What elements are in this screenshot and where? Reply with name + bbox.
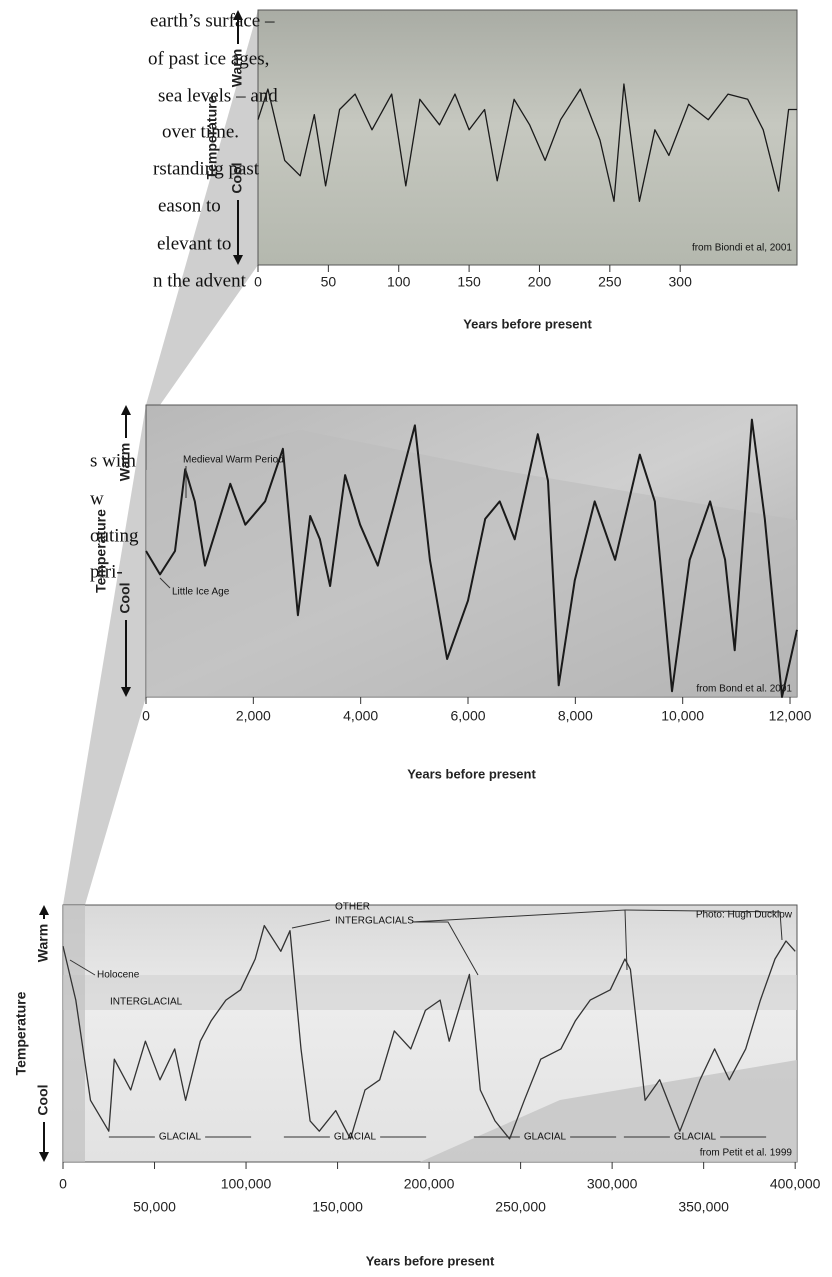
pointer-line: [291, 919, 331, 929]
credit: from Petit et al. 1999: [700, 1148, 793, 1159]
cool-arrowhead: [233, 255, 243, 265]
x-tick-label: 300: [669, 274, 693, 290]
x-tick-label: 0: [59, 1176, 67, 1192]
warm-arrowhead: [39, 905, 49, 915]
x-tick-label: 350,000: [678, 1199, 729, 1215]
body-text: outing: [90, 525, 139, 546]
x-tick-label: 200,000: [404, 1176, 455, 1192]
y-low-label: Cool: [229, 162, 245, 193]
body-text: elevant to: [157, 233, 231, 254]
body-text: over time.: [162, 121, 239, 142]
x-tick-label: 0: [254, 274, 262, 290]
x-tick-label: 100: [387, 274, 411, 290]
x-tick-label: 150: [457, 274, 481, 290]
x-axis-label: Years before present: [407, 766, 536, 781]
credit: from Biondi et al, 2001: [692, 243, 792, 254]
y-axis-label: Temperature: [204, 95, 220, 179]
y-axis-label: Temperature: [93, 509, 109, 593]
zoom-strip: [63, 905, 85, 1162]
annotation: Little Ice Age: [172, 587, 230, 598]
body-text: s with: [90, 450, 136, 471]
x-axis-label: Years before present: [463, 316, 592, 331]
annotation: INTERGLACIALS: [335, 916, 414, 927]
credit: Photo: Hugh Ducklow: [696, 910, 793, 921]
y-low-label: Cool: [35, 1084, 51, 1115]
temperature-line: [257, 83, 797, 202]
x-tick-label: 250: [598, 274, 622, 290]
y-axis-label: Temperature: [13, 991, 29, 1075]
annotation: Holocene: [97, 970, 140, 981]
pointer-line: [69, 959, 96, 976]
temperature-line: [62, 924, 796, 1140]
body-text: eason to: [158, 195, 221, 216]
temperature-line: [145, 418, 798, 698]
credit: from Bond et al. 2001: [696, 684, 792, 695]
body-text: piri-: [90, 561, 123, 582]
x-axis-label: Years before present: [366, 1253, 495, 1268]
pointer-line: [412, 921, 479, 976]
body-text: sea levels – and: [158, 85, 278, 106]
background-photo: [63, 975, 797, 1010]
x-tick-label: 50: [321, 274, 337, 290]
body-text: earth’s surface –: [150, 10, 275, 31]
annotation: Medieval Warm Period: [183, 455, 284, 466]
annotation: GLACIAL: [674, 1132, 717, 1143]
zoom-wedge: [63, 405, 146, 905]
y-low-label: Cool: [117, 582, 133, 613]
annotation: GLACIAL: [524, 1132, 567, 1143]
cool-arrowhead: [121, 687, 131, 697]
background-photo: [146, 430, 797, 697]
x-tick-label: 12,000: [769, 708, 812, 724]
body-text: rstanding past: [153, 158, 260, 179]
body-text: w: [90, 488, 104, 509]
zoom-wedge: [146, 10, 258, 405]
warm-arrowhead: [121, 405, 131, 415]
pointer-line: [624, 909, 783, 941]
x-tick-label: 50,000: [133, 1199, 176, 1215]
y-high-label: Warm: [229, 49, 245, 87]
warm-arrowhead: [233, 10, 243, 20]
x-tick-label: 200: [528, 274, 552, 290]
cool-arrowhead: [39, 1152, 49, 1162]
x-tick-label: 4,000: [343, 708, 378, 724]
annotation: GLACIAL: [334, 1132, 377, 1143]
y-high-label: Warm: [117, 443, 133, 481]
x-tick-label: 250,000: [495, 1199, 546, 1215]
annotation: GLACIAL: [159, 1132, 202, 1143]
x-tick-label: 0: [142, 708, 150, 724]
body-text: n the advent: [153, 270, 247, 291]
x-tick-label: 400,000: [770, 1176, 821, 1192]
x-tick-label: 10,000: [661, 708, 704, 724]
pointer-line: [159, 577, 171, 589]
x-tick-label: 2,000: [236, 708, 271, 724]
x-tick-label: 6,000: [450, 708, 485, 724]
body-text: of past ice ages,: [148, 48, 269, 69]
plot-background: [257, 9, 798, 266]
annotation: OTHER: [335, 902, 370, 913]
x-tick-label: 300,000: [587, 1176, 638, 1192]
x-tick-label: 150,000: [312, 1199, 363, 1215]
x-tick-label: 100,000: [221, 1176, 272, 1192]
annotation: INTERGLACIAL: [110, 997, 183, 1008]
x-tick-label: 8,000: [558, 708, 593, 724]
y-high-label: Warm: [35, 924, 51, 962]
